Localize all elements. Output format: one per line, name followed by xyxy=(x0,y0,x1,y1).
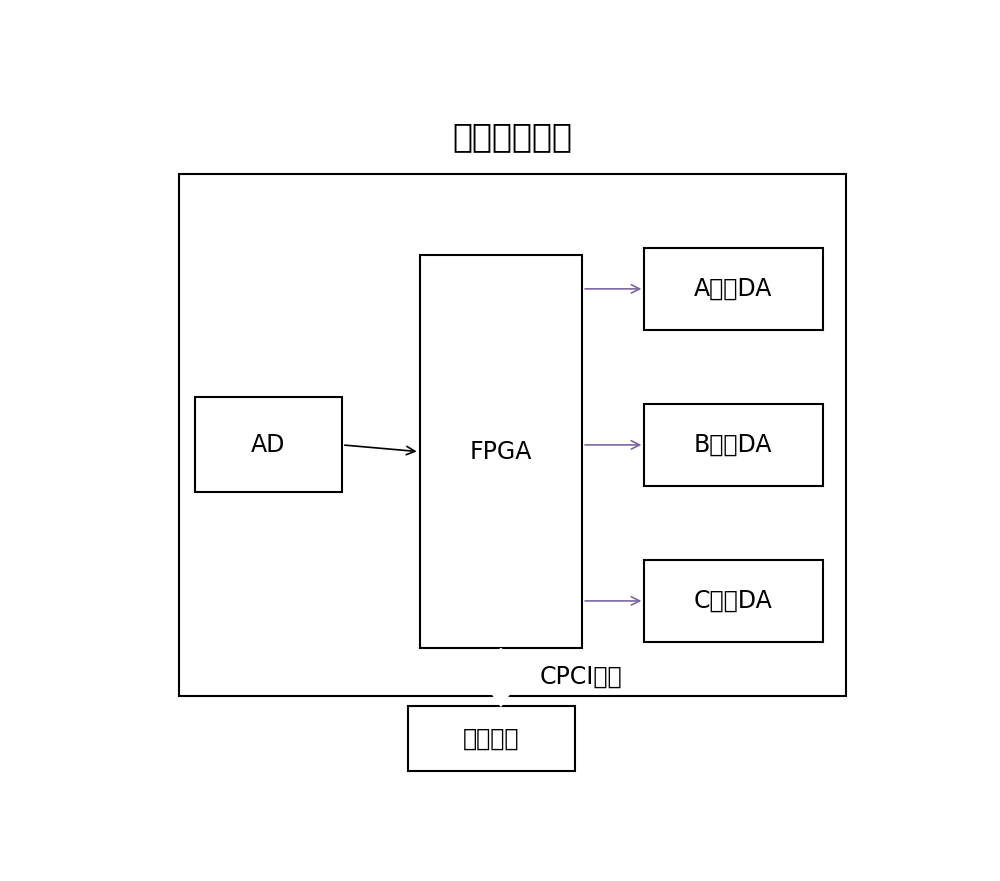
Bar xyxy=(179,174,846,696)
Bar xyxy=(644,404,822,485)
FancyArrow shape xyxy=(480,676,522,706)
Text: C支路DA: C支路DA xyxy=(694,589,773,613)
Text: CPCI总线: CPCI总线 xyxy=(540,665,622,689)
Bar xyxy=(644,560,822,641)
Bar xyxy=(420,255,582,648)
Text: B支路DA: B支路DA xyxy=(694,433,773,457)
Bar xyxy=(408,706,574,771)
Text: A支路DA: A支路DA xyxy=(694,277,773,301)
FancyArrow shape xyxy=(480,648,522,679)
Bar xyxy=(195,397,342,492)
Text: AD: AD xyxy=(251,433,286,457)
Bar xyxy=(644,248,822,329)
Text: FPGA: FPGA xyxy=(470,440,532,463)
Text: 信号处理板卡: 信号处理板卡 xyxy=(452,120,572,152)
Text: 试验设置: 试验设置 xyxy=(463,726,519,751)
